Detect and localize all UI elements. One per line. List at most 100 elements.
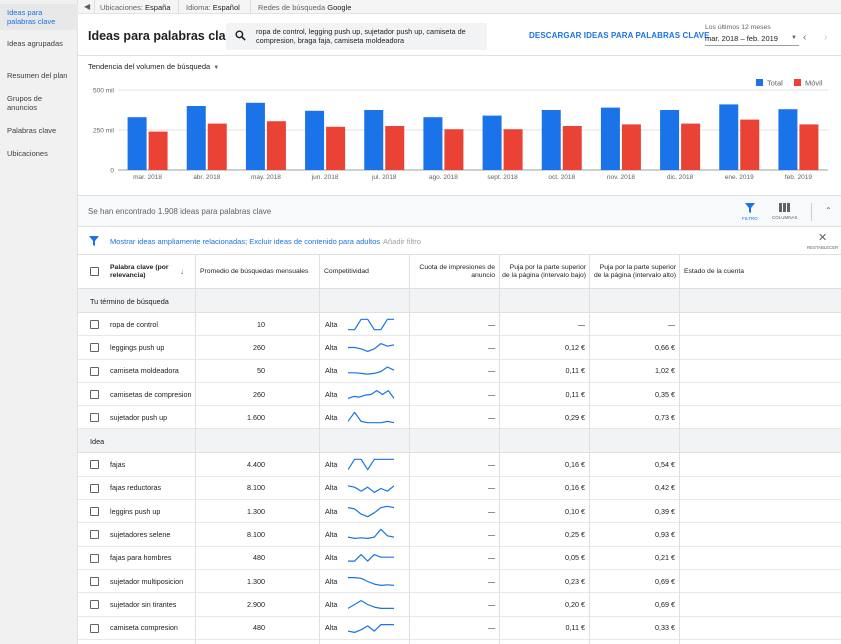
sidebar-item-keyword-ideas[interactable]: Ideas para palabras clave — [0, 4, 78, 30]
table-row[interactable]: sujetador sin tirantes 2.900 Alta — 0,20 € 0,… — [78, 593, 841, 617]
row-checkbox[interactable] — [90, 483, 99, 493]
bar-total — [245, 102, 265, 170]
cell-impression-share: — — [487, 319, 495, 329]
locations-setting[interactable]: Ubicaciones: España — [100, 2, 171, 12]
x-tick-label: jun. 2018 — [311, 174, 339, 181]
trend-sparkline — [348, 505, 394, 518]
table-row[interactable]: sujetador multiposicion 1.300 Alta — 0,23 € 0… — [78, 570, 841, 594]
x-tick-label: ago. 2018 — [429, 174, 458, 181]
row-checkbox[interactable] — [90, 460, 99, 470]
cell-bid-high: 0,21 € — [655, 553, 675, 563]
active-filter-chip[interactable]: Mostrar ideas ampliamente relacionadas; … — [110, 237, 381, 246]
bar-mobile — [621, 124, 641, 170]
columns-button[interactable]: COLUMNAS — [772, 203, 798, 220]
cell-competition: Alta — [325, 576, 338, 586]
cell-bid-high: 1,02 € — [655, 366, 675, 376]
trend-type-dropdown[interactable]: Tendencia del volumen de búsqueda ▼ — [88, 62, 219, 71]
sidebar-item-locations[interactable]: Ubicaciones — [7, 149, 48, 158]
row-checkbox[interactable] — [90, 343, 99, 353]
bar-total — [423, 117, 443, 170]
table-row[interactable]: sujetador push up 1.600 Alta — 0,29 € 0,73 € — [78, 406, 841, 430]
x-tick-label: nov. 2018 — [607, 174, 635, 181]
row-checkbox[interactable] — [90, 507, 99, 517]
bar-total — [186, 106, 206, 170]
row-checkbox[interactable] — [90, 576, 99, 586]
cell-keyword: camiseta moldeadora — [110, 366, 179, 376]
y-tick-label: 500 mil — [93, 88, 115, 95]
sidebar-item-keywords[interactable]: Palabras clave — [7, 126, 57, 135]
cell-avg-searches: 1.300 — [247, 506, 265, 516]
filter-bar: Mostrar ideas ampliamente relacionadas; … — [78, 227, 841, 255]
keyword-search-input[interactable]: ropa de control, legging push up, sujeta… — [226, 23, 487, 50]
column-header-bid-low[interactable]: Puja por la parte superior de la página … — [502, 264, 586, 279]
column-header-bid-high[interactable]: Puja por la parte superior de la página … — [594, 264, 676, 279]
cell-bid-high: 0,33 € — [655, 623, 675, 633]
collapse-chevron-icon[interactable]: ⌃ — [825, 206, 832, 215]
download-ideas-button[interactable]: DESCARGAR IDEAS PARA PALABRAS CLAVE — [529, 31, 710, 40]
row-checkbox[interactable] — [90, 530, 99, 540]
bar-mobile — [326, 126, 346, 170]
cell-bid-low: 0,25 € — [565, 530, 585, 540]
bar-total — [364, 110, 384, 170]
column-header-impression-share[interactable]: Cuota de impresiones de anuncio — [419, 264, 495, 279]
column-header-keyword[interactable]: Palabra clave (por relevancia) — [110, 264, 169, 279]
language-setting[interactable]: Idioma: Español — [186, 2, 240, 12]
chevron-right-icon[interactable]: › — [824, 32, 828, 43]
columns-icon — [779, 203, 791, 212]
networks-setting[interactable]: Redes de búsqueda Google — [258, 2, 352, 12]
sidebar-item-plan-overview[interactable]: Resumen del plan — [7, 71, 68, 80]
row-checkbox[interactable] — [90, 320, 99, 329]
bar-total — [541, 110, 561, 170]
bar-mobile — [148, 131, 168, 170]
row-checkbox[interactable] — [90, 389, 99, 399]
reset-button[interactable]: ✕ RESTABLECER — [807, 233, 838, 251]
cell-bid-low: 0,10 € — [565, 506, 585, 516]
cell-avg-searches: 2.900 — [247, 599, 265, 609]
sidebar-item-grouped-ideas[interactable]: Ideas agrupadas — [7, 39, 63, 48]
chevron-left-icon[interactable]: ‹ — [803, 32, 807, 43]
trend-sparkline — [348, 365, 394, 375]
table-row[interactable]: fajas reductoras 8.100 Alta — 0,16 € 0,42 € — [78, 477, 841, 501]
cell-impression-share: — — [487, 460, 495, 470]
bar-total — [482, 115, 502, 170]
table-row[interactable]: leggings push up 260 Alta — 0,12 € 0,66 € — [78, 336, 841, 360]
cell-competition: Alta — [325, 366, 338, 376]
cell-keyword: camisetas de compresion — [110, 389, 192, 399]
back-arrow-icon[interactable]: ◀ — [84, 2, 91, 11]
cell-avg-searches: 480 — [253, 623, 265, 633]
filter-icon — [744, 203, 755, 213]
search-query-text: ropa de control, legging push up, sujeta… — [256, 27, 466, 45]
cell-bid-high: 0,73 € — [655, 412, 675, 422]
row-checkbox[interactable] — [90, 600, 99, 610]
cell-bid-high: 0,66 € — [655, 342, 675, 352]
sort-arrow-icon[interactable]: ↓ — [180, 267, 184, 276]
table-row[interactable]: camiseta moldeadora 50 Alta — 0,11 € 1,02 € — [78, 360, 841, 383]
date-range-select[interactable]: mar. 2018 – feb. 2019 ▼ — [705, 34, 799, 46]
table-row[interactable]: camisetas de compresion 260 Alta — 0,11 € 0,3… — [78, 383, 841, 407]
row-checkbox[interactable] — [90, 623, 99, 633]
row-checkbox[interactable] — [90, 553, 99, 563]
cell-impression-share: — — [487, 530, 495, 540]
table-row[interactable]: fajas para hombres 480 Alta — 0,05 € 0,21 € — [78, 547, 841, 570]
table-row[interactable]: ropa de control 10 Alta — — — — [78, 313, 841, 337]
row-checkbox[interactable] — [90, 366, 99, 376]
cell-bid-high: 0,69 € — [655, 576, 675, 586]
cell-bid-low: 0,12 € — [565, 342, 585, 352]
add-filter-button[interactable]: Añadir filtro — [383, 237, 421, 246]
cell-keyword: fajas — [110, 460, 126, 470]
cell-competition: Alta — [325, 623, 338, 633]
sidebar-item-ad-groups[interactable]: Grupos de anuncios — [7, 94, 43, 112]
table-row[interactable]: leggins push up 1.300 Alta — 0,10 € 0,39 € — [78, 500, 841, 524]
table-row[interactable]: camiseta compresion 480 Alta — 0,11 € 0,33 € — [78, 617, 841, 640]
column-header-account-status[interactable]: Estado de la cuenta — [684, 268, 745, 275]
column-header-competition[interactable]: Competitividad — [324, 268, 369, 275]
select-all-checkbox[interactable] — [90, 267, 99, 276]
table-header: Palabra clave (por relevancia) ↓ Promedi… — [78, 255, 841, 289]
cell-avg-searches: 480 — [253, 553, 265, 563]
cell-bid-low: 0,29 € — [565, 412, 585, 422]
column-header-avg-searches[interactable]: Promedio de búsquedas mensuales — [200, 268, 309, 275]
table-row[interactable]: fajas 4.400 Alta — 0,16 € 0,54 € — [78, 453, 841, 477]
row-checkbox[interactable] — [90, 413, 99, 423]
filter-button[interactable]: FILTRO — [742, 203, 758, 221]
table-row[interactable]: sujetadores selene 8.100 Alta — 0,25 € 0,93 € — [78, 523, 841, 547]
